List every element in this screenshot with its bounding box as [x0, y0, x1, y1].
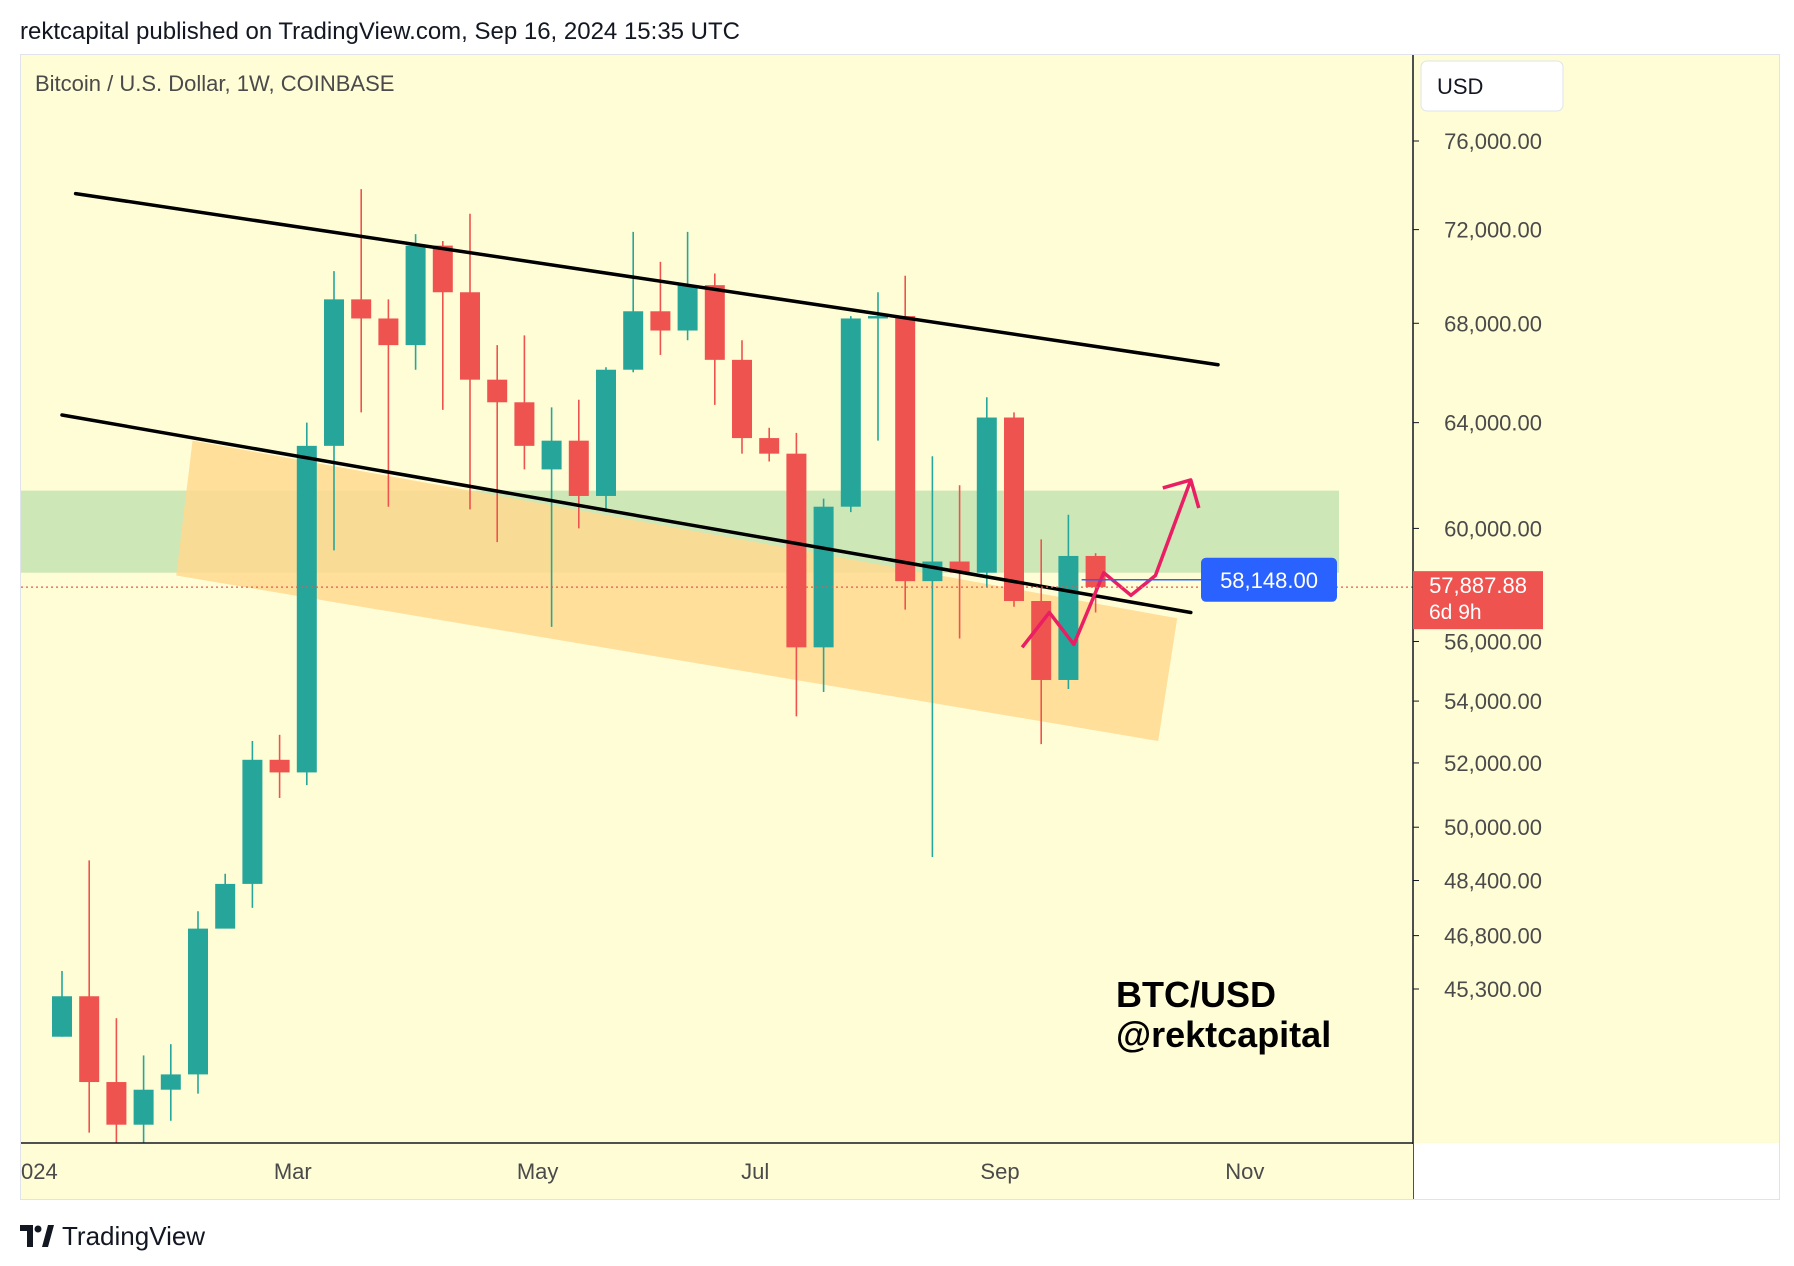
current-price-value: 57,887.88 [1429, 573, 1527, 598]
candle-body [732, 359, 752, 439]
candle-body [868, 316, 888, 319]
candle-body [1058, 555, 1079, 680]
price-tick-label: 56,000.00 [1444, 629, 1542, 654]
candle-body [188, 928, 208, 1075]
chart-title: Bitcoin / U.S. Dollar, 1W, COINBASE [35, 71, 394, 96]
candle-body [786, 453, 807, 648]
time-axis-background [21, 1144, 1413, 1199]
channel-top [73, 191, 1220, 367]
current-price-badge: 57,887.88 6d 9h [1413, 571, 1543, 630]
candle-body [596, 369, 616, 496]
projection-arrow-head [1162, 478, 1201, 509]
time-tick-label: Sep [980, 1159, 1019, 1184]
price-tick-label: 50,000.00 [1444, 815, 1542, 840]
marked-level-value: 58,148.00 [1220, 568, 1318, 593]
time-tick-label: Jul [741, 1159, 769, 1184]
price-tick-label: 64,000.00 [1444, 411, 1542, 436]
footer: TradingView [20, 1218, 205, 1254]
candle-body [677, 285, 698, 331]
price-tick-label: 60,000.00 [1444, 516, 1542, 541]
candle-body [79, 996, 100, 1083]
candle-body [432, 245, 453, 293]
candle-body [568, 440, 589, 496]
price-tick-label: 52,000.00 [1444, 751, 1542, 776]
candle-body [704, 285, 725, 360]
chart-frame[interactable]: 76,000.00 72,000.00 68,000.00 64,000.00 60,0… [20, 54, 1780, 1200]
candle-body [1031, 601, 1052, 680]
orange-zone [176, 440, 1178, 742]
candle-body [650, 311, 671, 331]
candle-body [487, 379, 508, 403]
candle-body [460, 292, 480, 380]
candle-body [242, 759, 263, 884]
current-price-badge-bg [1413, 571, 1543, 630]
currency-button[interactable] [1420, 60, 1564, 112]
time-tick-label: Mar [274, 1159, 312, 1184]
price-tick-label: 54,000.00 [1444, 689, 1542, 714]
watermark-author: @rektcapital [1116, 1014, 1331, 1055]
published-line: rektcapital published on TradingView.com… [20, 18, 740, 45]
candle-body [949, 561, 970, 573]
time-tick-label: May [517, 1159, 559, 1184]
price-tick-label: 76,000.00 [1444, 129, 1542, 154]
candle-body [1004, 417, 1024, 602]
marked-level-badge: 58,148.00 [1201, 557, 1337, 602]
currency-button-label: USD [1437, 74, 1483, 99]
candle-body [514, 402, 535, 446]
candle-body [296, 445, 317, 773]
price-tick-label: 46,800.00 [1444, 924, 1542, 949]
candle-body [160, 1074, 181, 1090]
candle-body [813, 506, 834, 648]
candle-body [106, 1082, 127, 1125]
price-tick-label: 72,000.00 [1444, 218, 1542, 243]
price-tick-label: 45,300.00 [1444, 977, 1542, 1002]
projection-path [1020, 479, 1193, 649]
candle-countdown: 6d 9h [1429, 601, 1482, 624]
candle-body [133, 1089, 154, 1125]
candle-body [52, 996, 72, 1037]
footer-brand[interactable]: TradingView [62, 1220, 206, 1251]
candle-body [269, 759, 290, 773]
candle-body [623, 311, 644, 370]
candle-body [976, 417, 997, 573]
watermark-symbol: BTC/USD [1116, 974, 1276, 1015]
candle-body [759, 438, 780, 454]
marked-level-badge-bg [1201, 557, 1337, 602]
price-chart[interactable]: 76,000.00 72,000.00 68,000.00 64,000.00 60,0… [21, 55, 1779, 1199]
time-tick-label: Nov [1225, 1159, 1264, 1184]
price-tick-label: 48,400.00 [1444, 869, 1542, 894]
channel-bottom [60, 413, 1193, 615]
candle-body [351, 299, 372, 319]
candle-body [378, 318, 399, 346]
candle-body [215, 883, 236, 929]
time-tick-label: 024 [21, 1159, 58, 1184]
tradingview-logo-icon[interactable] [20, 1225, 54, 1247]
candle-body [405, 245, 426, 346]
candle-body [324, 299, 344, 446]
candle-body [840, 318, 861, 507]
candle-body [541, 440, 562, 470]
candle-body [895, 316, 916, 582]
price-tick-label: 68,000.00 [1444, 311, 1542, 336]
